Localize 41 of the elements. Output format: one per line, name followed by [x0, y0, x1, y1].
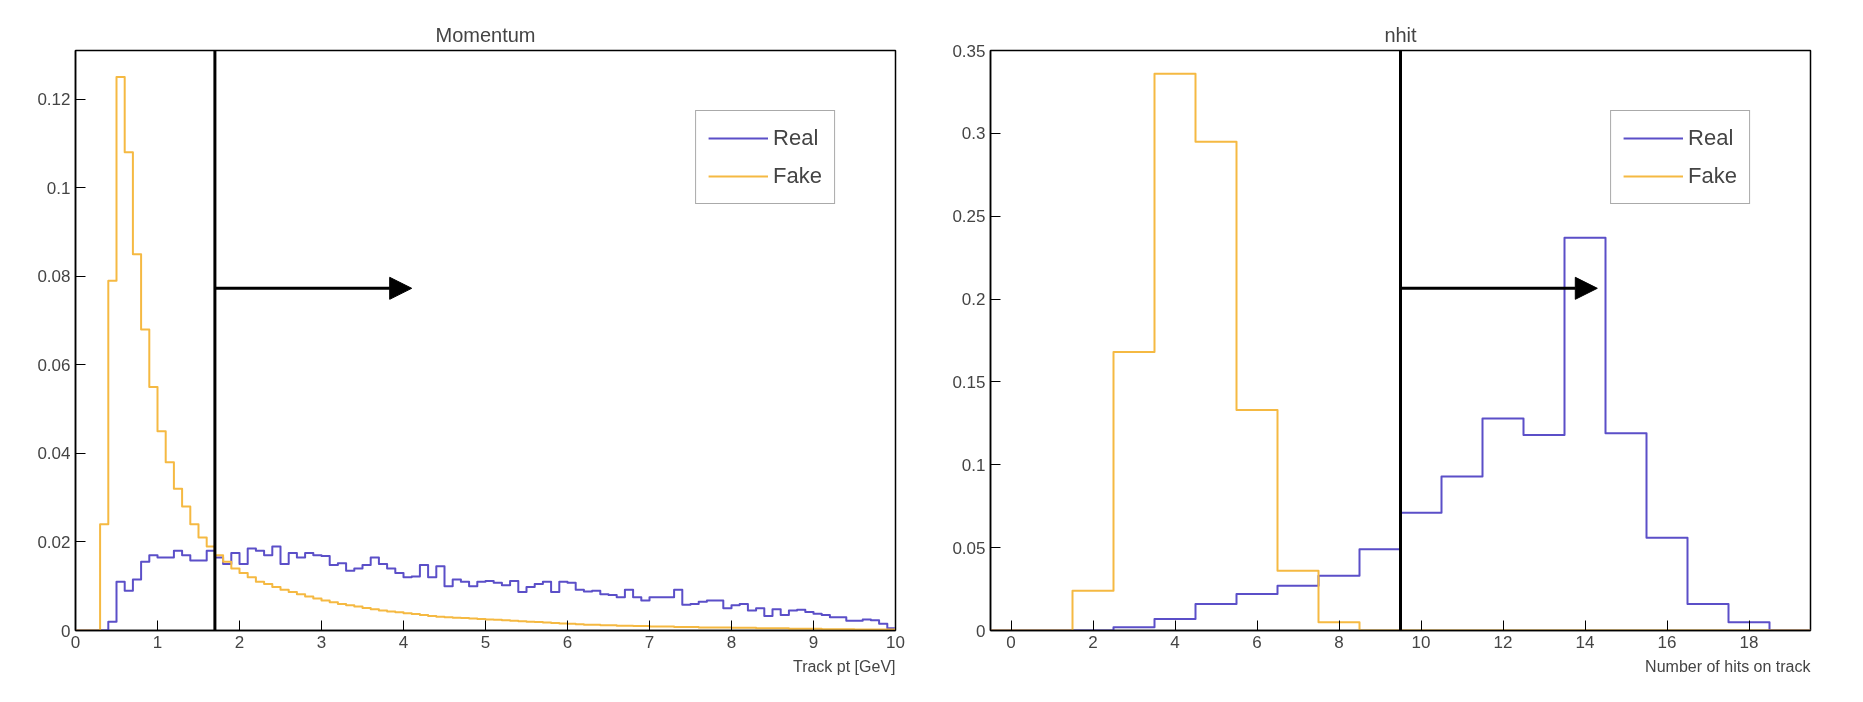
y-tick-label: 0.02 — [37, 532, 71, 552]
y-tick-label: 0.1 — [961, 455, 986, 475]
x-tick-label: 4 — [398, 632, 409, 652]
y-tick-label: 0.12 — [37, 90, 71, 110]
x-tick-label: 6 — [1252, 632, 1262, 652]
y-tick-label: 0.35 — [952, 41, 986, 61]
x-tick-label: 7 — [644, 632, 655, 652]
x-tick-label: 6 — [562, 632, 573, 652]
chart-title: Momentum — [435, 23, 536, 46]
x-tick-label: 12 — [1493, 632, 1513, 652]
y-tick-label: 0.1 — [46, 178, 71, 198]
x-tick-label: 16 — [1657, 632, 1677, 652]
x-tick-label: 10 — [886, 632, 905, 652]
x-tick-label: 0 — [1006, 632, 1016, 652]
y-tick-label: 0.06 — [37, 355, 71, 375]
y-tick-label: 0.15 — [952, 372, 986, 392]
x-axis-title: Track pt [GeV] — [792, 657, 896, 675]
x-tick-label: 8 — [1334, 632, 1344, 652]
legend-label: Fake — [773, 163, 822, 189]
x-tick-label: 3 — [316, 632, 327, 652]
chart-title: nhit — [1384, 23, 1418, 46]
x-tick-label: 9 — [808, 632, 819, 652]
x-tick-label: 2 — [234, 632, 245, 652]
y-tick-label: 0.3 — [961, 124, 986, 144]
x-axis-title: Number of hits on track — [1645, 657, 1812, 675]
legend-label: Real — [1688, 125, 1734, 151]
x-tick-label: 2 — [1088, 632, 1098, 652]
x-tick-label: 5 — [480, 632, 491, 652]
x-tick-label: 1 — [152, 632, 163, 652]
legend-label: Fake — [1688, 163, 1737, 189]
y-tick-label: 0.05 — [952, 538, 986, 558]
legend-label: Real — [773, 125, 819, 151]
y-tick-label: 0.25 — [952, 207, 986, 227]
x-tick-label: 4 — [1170, 632, 1180, 652]
x-tick-label: 10 — [1411, 632, 1431, 652]
y-tick-label: 0.04 — [37, 444, 71, 464]
x-tick-label: 18 — [1739, 632, 1759, 652]
y-tick-label: 0.2 — [961, 290, 986, 310]
x-tick-label: 8 — [726, 632, 737, 652]
y-tick-label: 0.08 — [37, 267, 71, 287]
x-tick-label: 14 — [1575, 632, 1595, 652]
